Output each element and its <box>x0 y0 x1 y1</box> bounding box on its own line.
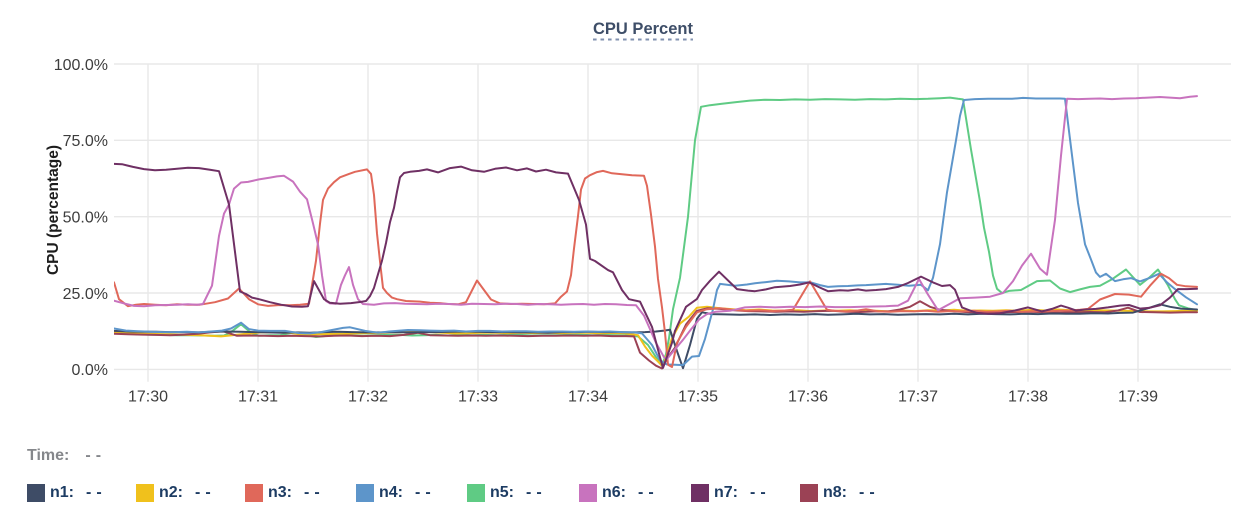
svg-text:17:36: 17:36 <box>788 388 828 405</box>
svg-text:100.0%: 100.0% <box>54 57 108 74</box>
svg-text:75.0%: 75.0% <box>63 133 108 150</box>
svg-text:17:30: 17:30 <box>128 388 168 405</box>
svg-text:17:33: 17:33 <box>458 388 498 405</box>
svg-text:CPU (percentage): CPU (percentage) <box>45 145 62 275</box>
svg-text:17:38: 17:38 <box>1008 388 1048 405</box>
svg-text:25.0%: 25.0% <box>63 286 108 303</box>
svg-text:17:37: 17:37 <box>898 388 938 405</box>
svg-text:17:39: 17:39 <box>1118 388 1158 405</box>
svg-text:17:34: 17:34 <box>568 388 608 405</box>
svg-text:17:35: 17:35 <box>678 388 718 405</box>
svg-text:50.0%: 50.0% <box>63 210 108 227</box>
svg-text:17:31: 17:31 <box>238 388 278 405</box>
svg-text:17:32: 17:32 <box>348 388 388 405</box>
svg-text:0.0%: 0.0% <box>72 362 108 379</box>
